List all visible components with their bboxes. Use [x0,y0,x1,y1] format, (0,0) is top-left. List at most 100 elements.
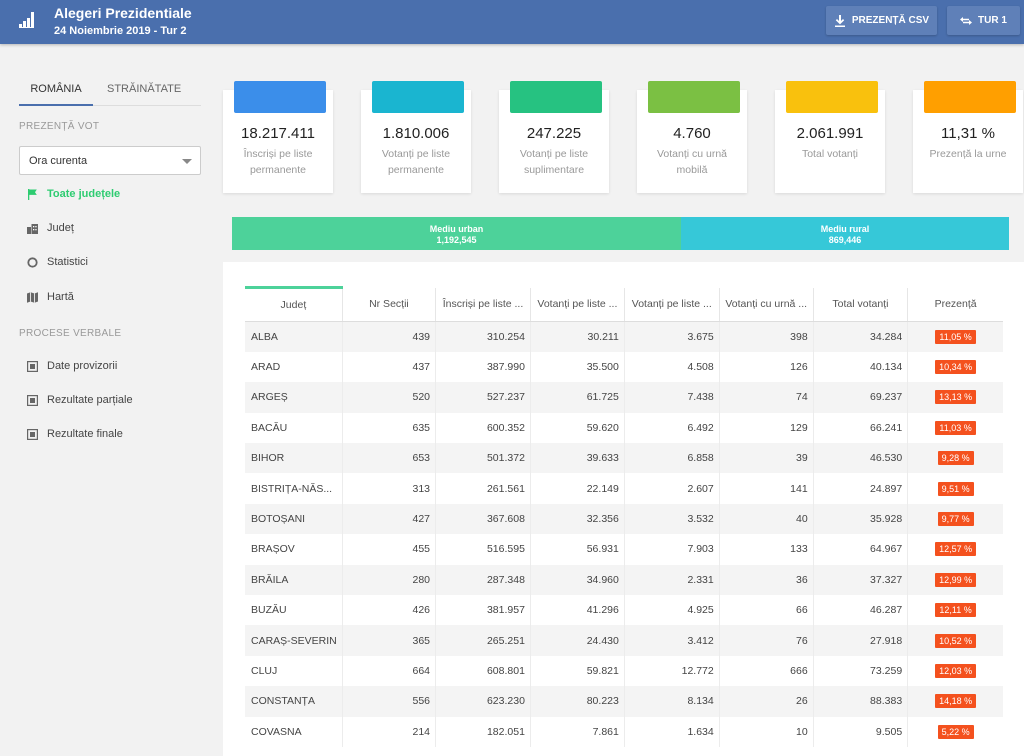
table-row[interactable]: BIHOR 653 501.372 39.633 6.858 39 46.530 9,28 % [245,443,1003,474]
nav-provisional-data[interactable]: Date provizorii [27,360,117,372]
table-cell: 35.500 [530,351,625,383]
turnout-cell: 9,51 % [908,473,1003,503]
table-cell: 664 [342,655,437,687]
swap-arrows-icon [960,16,973,25]
turnout-badge: 9,51 % [937,481,974,496]
turnout-cell: 14,18 % [907,686,1003,717]
turnout-badge: 11,03 % [935,420,976,435]
table-cell: 387.990 [435,351,531,383]
column-header[interactable]: Nr Secții [342,287,437,322]
table-cell: 6.492 [624,412,720,444]
county-name-cell: BUZĂU [245,595,343,626]
stat-card-value: 1.810.006 [382,125,450,142]
table-row[interactable]: ALBA 439 310.254 30.211 3.675 398 34.284 11,05 … [245,321,1003,352]
stat-card-value: 4.760 [673,125,711,142]
table-cell: 398 [719,321,814,352]
app-title: Alegeri Prezidentiale [54,5,192,21]
turnout-cell: 12,99 % [907,564,1003,596]
turnout-cell: 12,57 % [908,534,1003,564]
table-cell: 10 [719,716,814,747]
table-cell: 280 [342,564,437,596]
stat-card: 18.217.411 Înscriși pe liste permanente [223,81,333,193]
turnout-badge: 12,57 % [935,542,977,557]
turnout-cell: 12,11 % [908,595,1003,625]
table-cell: 367.608 [435,503,531,535]
table-row[interactable]: COVASNA 214 182.051 7.861 1.634 10 9.505 5,22 % [245,716,1003,747]
tab-romania[interactable]: ROMÂNIA [19,80,93,106]
table-cell: 64.967 [813,534,909,565]
table-cell: 635 [342,412,437,444]
table-cell: 455 [342,534,437,565]
turnout-cell: 5,22 % [908,717,1003,747]
table-row[interactable]: BUZĂU 426 381.957 41.296 4.925 66 46.287 12,11 … [245,595,1003,626]
stat-card-color-bar [372,81,464,113]
county-name-cell: ARAD [245,351,343,383]
table-cell: 608.801 [435,655,531,687]
table-cell: 365 [342,625,437,656]
turnout-badge: 12,11 % [935,603,976,618]
table-cell: 623.230 [435,686,531,717]
table-row[interactable]: CARAȘ-SEVERIN 365 265.251 24.430 3.412 76 27.9… [245,625,1003,656]
county-name-cell: ARGEȘ [245,382,343,413]
country-tabs: ROMÂNIA STRĂINĂTATE [19,80,201,106]
table-cell: 313 [342,473,437,504]
nav-map[interactable]: Hartă [27,291,74,303]
table-cell: 520 [342,382,437,413]
column-header[interactable]: Votanți pe liste ... [624,287,720,322]
map-icon [27,291,38,303]
document-3-icon [27,428,38,440]
table-cell: 4.508 [624,351,720,383]
stat-card-label: Votanți pe liste suplimentare [519,148,589,176]
nav-partial-results[interactable]: Rezultate parțiale [27,394,133,406]
rural-label: Mediu rural [820,224,870,234]
table-cell: 8.134 [624,686,720,717]
table-header-row: Județ Nr Secții Înscriși pe liste ... Votan… [245,286,1003,322]
table-cell: 80.223 [530,686,625,717]
nav-county[interactable]: Județ [27,222,74,234]
table-row[interactable]: BACĂU 635 600.352 59.620 6.492 129 66.241 11,03… [245,412,1003,444]
column-header[interactable]: Total votanți [813,287,909,322]
column-header[interactable]: Înscriși pe liste ... [435,287,531,322]
column-header[interactable]: Votanți cu urnă ... [719,287,814,322]
table-row[interactable]: BISTRIȚA-NĂS... 313 261.561 22.149 2.607 141 2… [245,473,1003,504]
table-cell: 501.372 [435,443,531,474]
download-csv-button[interactable]: PREZENȚĂ CSV [826,6,937,35]
table-cell: 59.620 [530,412,625,444]
flag-icon [28,188,37,200]
table-row[interactable]: BRAȘOV 455 516.595 56.931 7.903 133 64.967 12,5… [245,534,1003,565]
table-cell: 261.561 [435,473,531,504]
table-cell: 2.331 [624,564,720,596]
switch-round-button[interactable]: TUR 1 [947,6,1020,35]
stat-card-color-bar [786,81,878,113]
table-cell: 35.928 [813,503,909,535]
document-1-icon [27,360,38,372]
time-select[interactable]: Ora curenta [19,146,201,175]
urban-label: Mediu urban [429,224,484,234]
stat-card-color-bar [234,81,326,113]
nav-statistics[interactable]: Statistici [27,256,88,268]
stat-card-color-bar [924,81,1016,113]
county-name-cell: CONSTANȚA [245,686,343,717]
table-row[interactable]: BRĂILA 280 287.348 34.960 2.331 36 37.327 12,99… [245,564,1003,596]
nav-map-label: Hartă [47,291,74,303]
nav-all-counties-label: Toate județele [47,188,121,200]
table-cell: 3.412 [624,625,720,656]
table-row[interactable]: CONSTANȚA 556 623.230 80.223 8.134 26 88.383 14… [245,686,1003,717]
table-row[interactable]: ARGEȘ 520 527.237 61.725 7.438 74 69.237 13,13 … [245,382,1003,413]
table-row[interactable]: BOTOȘANI 427 367.608 32.356 3.532 40 35.928 9,7… [245,503,1003,535]
document-2-icon [27,394,38,406]
nav-final-results[interactable]: Rezultate finale [27,428,123,440]
table-row[interactable]: ARAD 437 387.990 35.500 4.508 126 40.134 10,34 … [245,351,1003,383]
column-header[interactable]: Votanți pe liste ... [530,287,625,322]
stat-card: 247.225 Votanți pe liste suplimentare [499,81,609,193]
county-name-cell: COVASNA [245,716,343,747]
column-header[interactable]: Prezență [907,287,1003,322]
nav-all-counties[interactable]: Toate județele [27,188,120,200]
table-cell: 22.149 [530,473,625,504]
turnout-badge: 5,22 % [937,724,974,739]
county-name-cell: CLUJ [245,655,343,687]
tab-abroad[interactable]: STRĂINĂTATE [107,83,182,95]
column-header[interactable]: Județ [245,286,343,322]
turnout-badge: 13,13 % [935,390,977,405]
table-row[interactable]: CLUJ 664 608.801 59.821 12.772 666 73.259 12,03… [245,655,1003,687]
